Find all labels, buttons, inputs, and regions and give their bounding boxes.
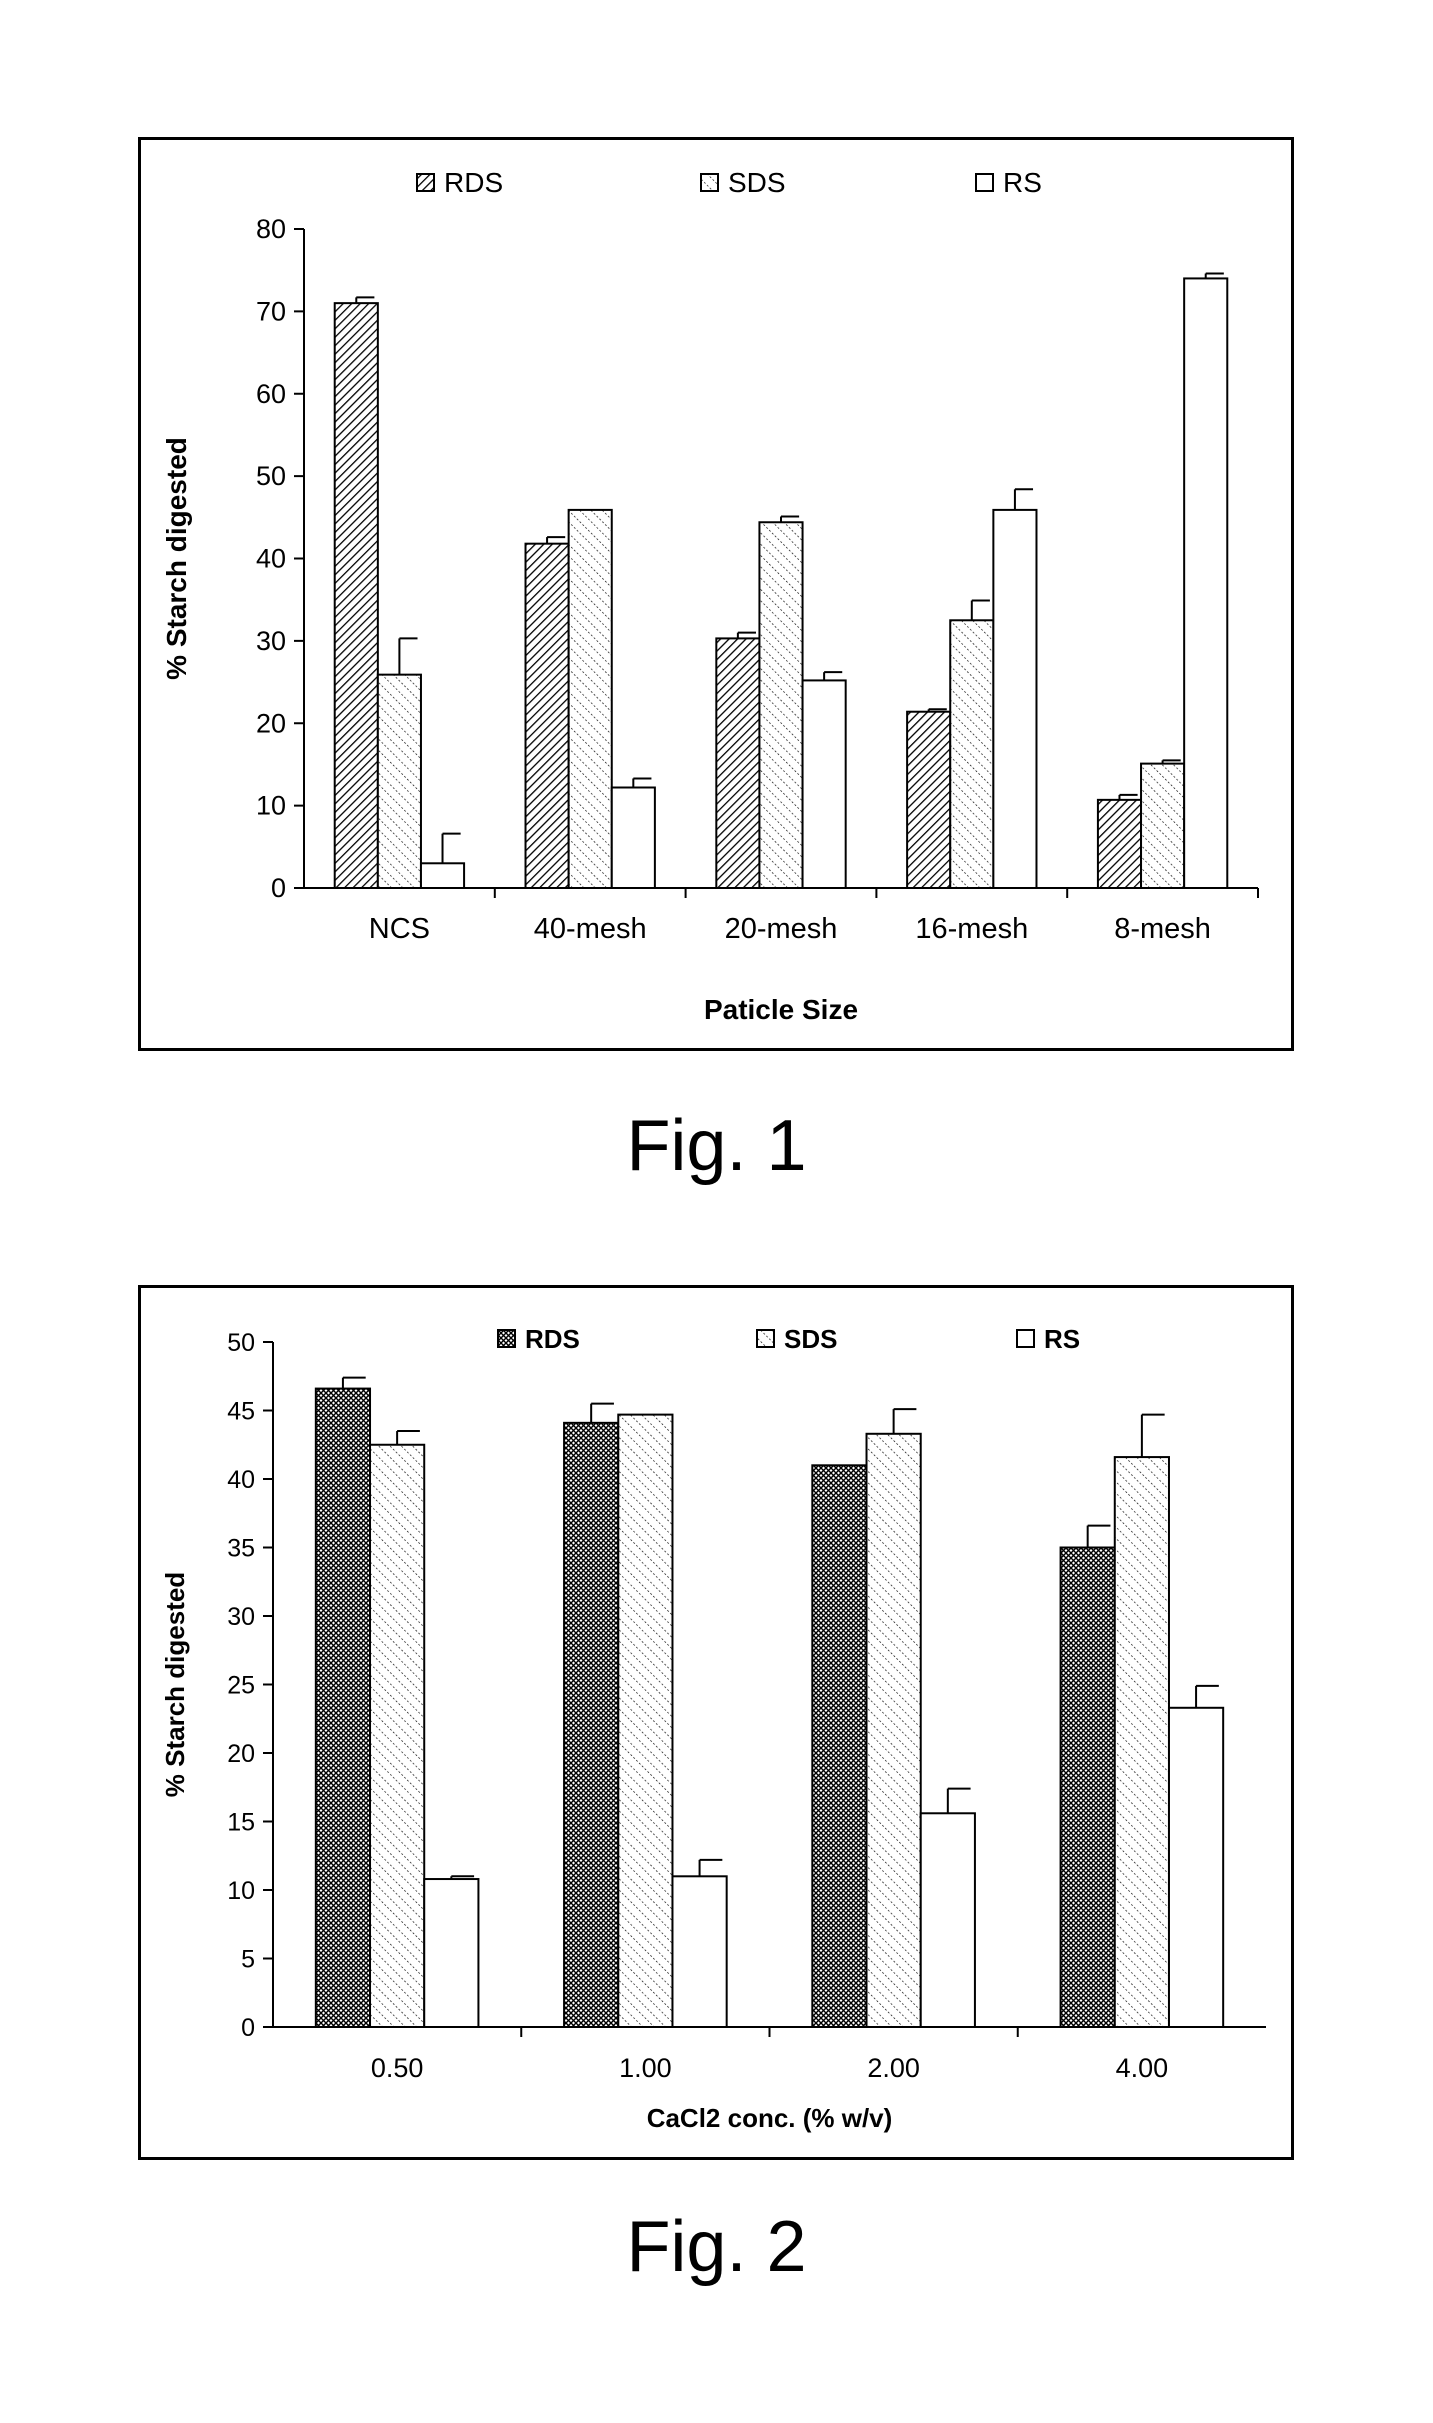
bar-rs-ncs: [421, 863, 464, 888]
bar-sds-40-mesh: [569, 510, 612, 888]
bar-rds-0-50: [316, 1389, 370, 2027]
bar-sds-2-00: [867, 1434, 921, 2027]
y-tick-label: 45: [227, 1398, 255, 1426]
legend-label-rds: RDS: [525, 1324, 580, 1354]
y-tick-label: 10: [227, 1877, 255, 1905]
bar-sds-0-50: [370, 1445, 424, 2027]
bar-rds-1-00: [564, 1423, 618, 2027]
legend-label-sds: SDS: [784, 1324, 837, 1354]
bar-rs-2-00: [921, 1813, 975, 2027]
bar-sds-20-mesh: [759, 522, 802, 888]
y-tick-label: 30: [227, 1603, 255, 1631]
y-tick-label: 10: [256, 791, 286, 821]
bar-rs-0-50: [424, 1879, 478, 2027]
bar-rs-1-00: [672, 1876, 726, 2027]
figure-2-plot: 0 5 10 15 20 25 30 35 40 45 50 0.50 1.00 2.00 4.00 RDS S…: [141, 1288, 1291, 2157]
bar-rds-8-mesh: [1098, 800, 1141, 888]
y-tick-label: 5: [241, 1946, 255, 1974]
y-tick-label: 0: [271, 873, 286, 903]
bar-rds-ncs: [335, 303, 378, 888]
bar-sds-4-00: [1115, 1457, 1169, 2027]
x-tick-label: 20-mesh: [725, 913, 838, 945]
x-tick-label: 2.00: [867, 2053, 920, 2083]
y-tick-label: 40: [227, 1466, 255, 1494]
legend-label-rds: RDS: [444, 167, 503, 198]
bar-rs-40-mesh: [612, 788, 655, 888]
legend-swatch-rds: [417, 174, 434, 191]
y-tick-label: 0: [241, 2014, 255, 2042]
y-tick-label: 15: [227, 1809, 255, 1837]
y-tick-label: 50: [227, 1329, 255, 1357]
x-tick-label: 4.00: [1116, 2053, 1169, 2083]
y-tick-label: 20: [227, 1740, 255, 1768]
bar-sds-8-mesh: [1141, 764, 1184, 888]
legend-swatch-sds: [701, 174, 718, 191]
x-tick-label: 0.50: [371, 2053, 424, 2083]
legend-label-sds: SDS: [728, 167, 786, 198]
y-tick-label: 60: [256, 379, 286, 409]
y-tick-label: 80: [256, 214, 286, 244]
y-axis-title: % Starch digested: [160, 1572, 190, 1797]
figure-1-caption: Fig. 1: [0, 1105, 1433, 1187]
y-tick-label: 30: [256, 626, 286, 656]
x-axis-title: CaCl2 conc. (% w/v): [647, 2103, 893, 2133]
y-tick-label: 25: [227, 1672, 255, 1700]
x-tick-label: 1.00: [619, 2053, 672, 2083]
bar-rds-20-mesh: [716, 638, 759, 888]
x-tick-label: NCS: [369, 913, 430, 945]
bar-rs-4-00: [1169, 1708, 1223, 2027]
x-tick-label: 8-mesh: [1114, 913, 1211, 945]
bar-rs-16-mesh: [993, 510, 1036, 888]
legend-swatch-rds: [498, 1330, 515, 1347]
bar-rds-2-00: [812, 1465, 866, 2027]
bar-rs-20-mesh: [803, 680, 846, 888]
bar-rs-8-mesh: [1184, 278, 1227, 888]
figure-2-caption: Fig. 2: [0, 2206, 1433, 2288]
figure-2-chart: 0 5 10 15 20 25 30 35 40 45 50 0.50 1.00 2.00 4.00 RDS S…: [138, 1285, 1294, 2160]
legend-swatch-sds: [757, 1330, 774, 1347]
legend-label-rs: RS: [1003, 167, 1042, 198]
bar-rds-4-00: [1061, 1548, 1115, 2028]
bar-sds-ncs: [378, 675, 421, 888]
bar-rds-16-mesh: [907, 712, 950, 888]
bar-rds-40-mesh: [526, 544, 569, 888]
bar-sds-16-mesh: [950, 620, 993, 888]
y-tick-label: 50: [256, 461, 286, 491]
x-tick-label: 40-mesh: [534, 913, 647, 945]
y-tick-label: 40: [256, 544, 286, 574]
figure-1-chart: 0 10 20 30 40 50 60 70 80 NCS 40-mesh 20-mesh 16-mes…: [138, 137, 1294, 1051]
y-axis-title: % Starch digested: [161, 437, 192, 680]
legend-label-rs: RS: [1044, 1324, 1080, 1354]
y-tick-label: 35: [227, 1535, 255, 1563]
bar-sds-1-00: [618, 1415, 672, 2027]
x-tick-label: 16-mesh: [915, 913, 1028, 945]
legend-swatch-rs: [976, 174, 993, 191]
figure-1-plot: 0 10 20 30 40 50 60 70 80 NCS 40-mesh 20-mesh 16-mes…: [141, 140, 1291, 1048]
y-tick-label: 20: [256, 708, 286, 738]
legend-swatch-rs: [1017, 1330, 1034, 1347]
x-axis-title: Paticle Size: [704, 994, 858, 1025]
y-tick-label: 70: [256, 296, 286, 326]
